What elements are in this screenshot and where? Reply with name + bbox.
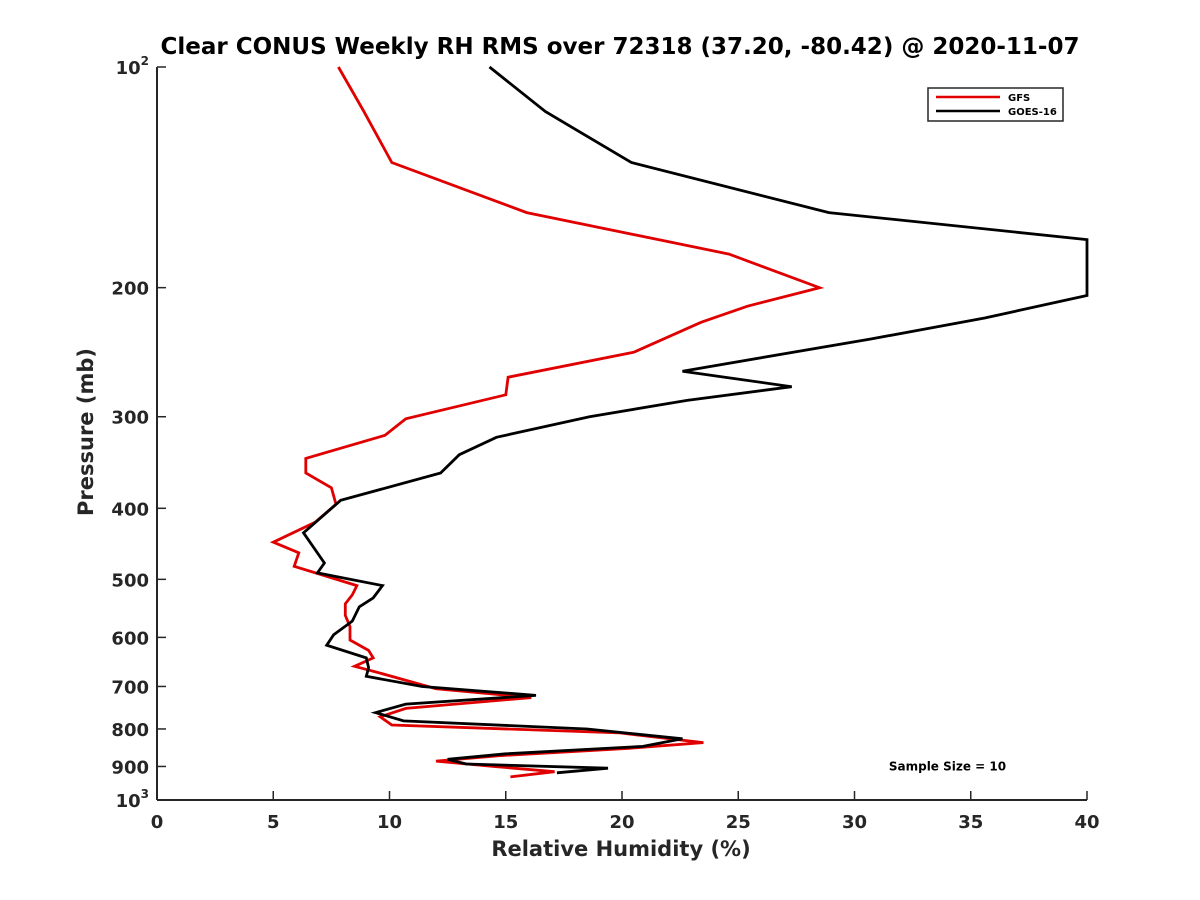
y-tick-label: 102 xyxy=(116,54,149,79)
legend: GFS GOES-16 xyxy=(927,87,1064,122)
x-tick-label: 15 xyxy=(493,812,518,833)
series-line-gfs xyxy=(269,66,825,779)
x-tick-label: 40 xyxy=(1074,812,1099,833)
series-layer xyxy=(269,65,1089,779)
legend-label: GFS xyxy=(1008,93,1030,104)
x-tick-label: 20 xyxy=(609,812,634,833)
x-tick-label: 30 xyxy=(842,812,867,833)
x-tick-label: 0 xyxy=(151,812,164,833)
annotation-layer: Sample Size = 10 xyxy=(889,759,1006,773)
y-tick-label: 700 xyxy=(111,677,149,698)
legend-label: GOES-16 xyxy=(1008,107,1057,118)
y-tick-label-base: 10 xyxy=(116,58,141,79)
x-tick-label: 10 xyxy=(377,812,402,833)
y-tick-label-base: 10 xyxy=(116,791,141,812)
y-tick-label: 200 xyxy=(111,279,149,300)
y-tick-label: 103 xyxy=(116,787,149,812)
chart-title: Clear CONUS Weekly RH RMS over 72318 (37… xyxy=(161,34,1080,60)
y-tick-label: 500 xyxy=(111,570,149,591)
y-tick-label-exponent: 3 xyxy=(141,787,149,801)
legend-box xyxy=(927,87,1064,122)
tick-layer: 0 5 10 15 20 25 30 35 40102200300400500600700800… xyxy=(111,54,1099,833)
series-line-goes-16 xyxy=(301,65,1089,775)
y-tick-label: 800 xyxy=(111,720,149,741)
y-tick-label: 400 xyxy=(111,499,149,520)
y-tick-label: 600 xyxy=(111,628,149,649)
y-tick-label: 900 xyxy=(111,757,149,778)
sample-size-annotation: Sample Size = 10 xyxy=(889,759,1006,773)
y-tick-label-exponent: 2 xyxy=(141,54,149,68)
y-axis-label: Pressure (mb) xyxy=(74,348,98,516)
x-tick-label: 5 xyxy=(267,812,280,833)
x-tick-label: 25 xyxy=(726,812,751,833)
y-tick-label: 300 xyxy=(111,408,149,429)
x-axis-label: Relative Humidity (%) xyxy=(491,837,750,861)
x-tick-label: 35 xyxy=(958,812,983,833)
